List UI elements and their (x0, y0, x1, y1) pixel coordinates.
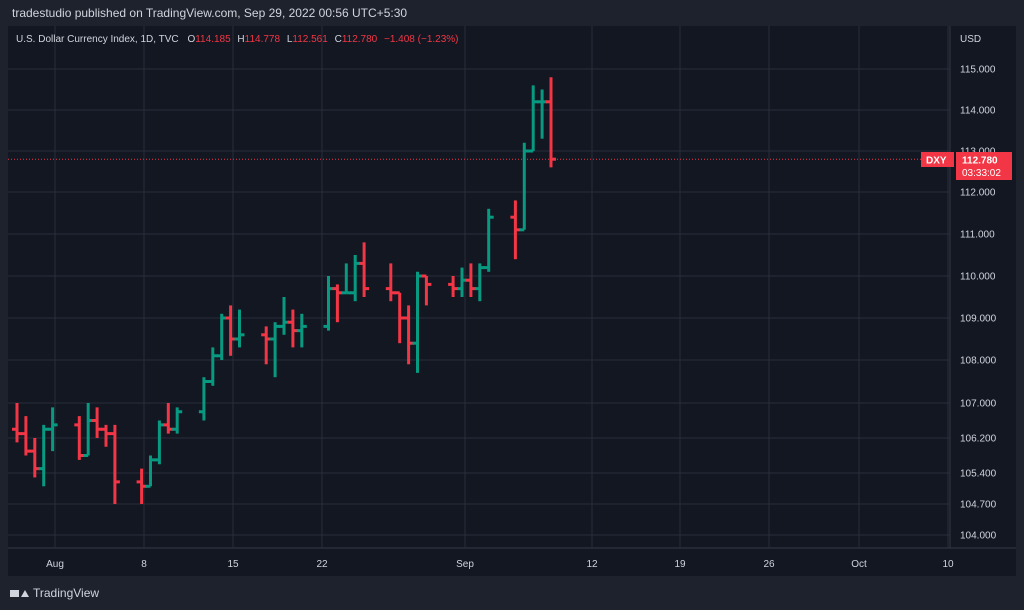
change-value: −1.408 (−1.23%) (384, 34, 459, 45)
time-tick-label: 12 (586, 559, 598, 570)
ohlc-bar[interactable] (350, 255, 361, 302)
ohlc-bar[interactable] (154, 420, 165, 465)
price-tick-label: 112.000 (960, 188, 996, 199)
time-tick-label: 8 (141, 559, 147, 570)
price-tick-label: 107.000 (960, 399, 997, 410)
time-tick-label: 26 (763, 559, 775, 570)
grid (8, 26, 1016, 549)
price-tick-label: 108.000 (960, 356, 997, 367)
ohlc-bar[interactable] (474, 263, 485, 302)
price-tick-label: 104.700 (960, 500, 997, 511)
ohlc-bar[interactable] (234, 309, 245, 348)
ohlc-bar[interactable] (101, 424, 111, 447)
close-label: C (334, 34, 342, 45)
countdown-tag: 03:33:02 (962, 168, 1001, 179)
ohlc-bar[interactable] (198, 377, 209, 421)
price-axis: USD 115.000114.000113.000112.000111.0001… (960, 34, 997, 542)
ohlc-bar[interactable] (29, 438, 40, 478)
symbol-name: U.S. Dollar Currency Index, 1D, TVC (16, 34, 179, 45)
time-tick-label: 10 (942, 559, 954, 570)
open-label: O (187, 34, 196, 45)
ohlc-bar[interactable] (519, 142, 530, 232)
symbol-legend: U.S. Dollar Currency Index, 1D, TVC O114… (16, 34, 463, 45)
ohlc-bar[interactable] (38, 424, 49, 487)
low-value: 112.561 (292, 34, 328, 45)
ohlc-bar[interactable] (385, 263, 396, 302)
price-tick-label: 111.000 (960, 230, 995, 241)
ohlc-bar[interactable] (412, 271, 423, 373)
brand-label: TradingView (33, 586, 100, 600)
close-value: 112.780 (341, 34, 378, 45)
ohlc-bar[interactable] (341, 263, 352, 295)
price-tag-bg (956, 152, 1012, 180)
price-bars (12, 77, 556, 504)
ohlc-bar[interactable] (448, 276, 459, 297)
time-tick-label: Aug (46, 559, 64, 570)
ohlc-bar[interactable] (359, 242, 370, 297)
price-tick-label: 114.000 (960, 106, 996, 117)
ohlc-bar[interactable] (83, 403, 94, 457)
time-tick-label: Oct (851, 559, 867, 570)
ohlc-bar[interactable] (145, 455, 156, 488)
ohlc-bar[interactable] (172, 407, 183, 434)
ohlc-bar[interactable] (510, 200, 521, 260)
publisher-line: tradestudio published on TradingView.com… (12, 6, 408, 20)
ohlc-bar[interactable] (20, 416, 31, 456)
tradingview-logo-icon (10, 587, 29, 599)
time-tick-label: 19 (674, 559, 686, 570)
ohlc-bar[interactable] (163, 403, 174, 434)
ohlc-bar[interactable] (483, 208, 494, 272)
symbol-tag: DXY (926, 156, 947, 167)
time-tick-label: 22 (316, 559, 328, 570)
price-tick-label: 115.000 (960, 65, 996, 76)
ohlc-bar[interactable] (109, 424, 120, 504)
price-tick-label: 106.200 (960, 434, 997, 445)
last-price-tag: DXY 112.780 03:33:02 (921, 152, 1012, 180)
ohlc-bar[interactable] (287, 309, 298, 348)
ohlc-bar[interactable] (546, 77, 556, 168)
ohlc-bar[interactable] (537, 89, 548, 139)
ohlc-bar[interactable] (403, 305, 414, 365)
price-tick-label: 104.000 (960, 531, 997, 542)
high-label: H (237, 34, 245, 45)
ohlc-bar[interactable] (270, 322, 281, 378)
time-tick-label: Sep (456, 559, 474, 570)
price-tag: 112.780 (962, 156, 998, 167)
ohlc-bar[interactable] (421, 274, 432, 306)
ohlc-bar[interactable] (332, 284, 343, 323)
ohlc-bar[interactable] (12, 403, 22, 443)
ohlc-bar[interactable] (465, 263, 476, 297)
price-tick-label: 110.000 (960, 272, 996, 283)
time-tick-label: 15 (227, 559, 239, 570)
ohlc-bar[interactable] (323, 276, 334, 331)
price-tick-label: 105.400 (960, 469, 997, 480)
price-tick-label: 109.000 (960, 314, 997, 325)
chart-panel[interactable] (8, 26, 1016, 576)
ohlc-bar[interactable] (216, 313, 227, 360)
ohlc-bar[interactable] (279, 297, 289, 335)
ohlc-bar[interactable] (136, 468, 147, 504)
tradingview-footer[interactable]: TradingView (10, 586, 99, 600)
ohlc-bar[interactable] (296, 313, 307, 348)
currency-label: USD (960, 34, 981, 45)
low-label: L (286, 34, 293, 45)
time-axis: Aug 8 15 22 Sep 12 19 26 Oct 10 (46, 559, 954, 570)
ohlc-bar[interactable] (225, 305, 236, 356)
ohlc-bar[interactable] (207, 347, 218, 386)
open-value: 114.185 (195, 34, 231, 45)
ohlc-bar[interactable] (528, 85, 539, 153)
ohlc-bar[interactable] (261, 326, 272, 365)
ohlc-bar[interactable] (92, 407, 103, 438)
ohlc-bar[interactable] (47, 407, 58, 452)
high-value: 114.778 (244, 34, 281, 45)
symbol-tag-bg (921, 152, 954, 167)
